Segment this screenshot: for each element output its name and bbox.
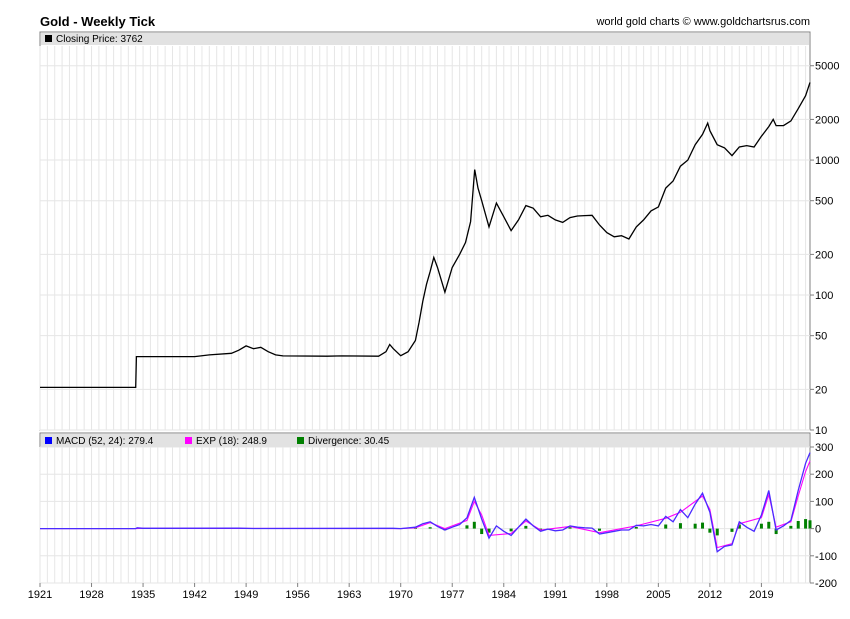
price-y-tick-label: 200 <box>815 249 833 261</box>
price-panel-frame <box>39 31 811 431</box>
macd-gridlines <box>39 446 810 584</box>
source-credit: world gold charts © www.goldchartsrus.co… <box>595 16 810 28</box>
divergence-bar <box>487 528 491 533</box>
price-gridlines <box>39 46 810 431</box>
price-panel: Closing Price: 3762 10 20 50 100 200 500 1000 2… <box>39 31 839 437</box>
price-y-tick-label: 100 <box>815 290 833 302</box>
divergence-bar <box>664 524 668 529</box>
divergence-bar <box>678 523 682 529</box>
exp-legend-label: EXP (18): 248.9 <box>196 436 267 447</box>
divergence-legend-swatch <box>297 437 304 444</box>
divergence-bar <box>808 520 812 529</box>
x-tick-label: 1970 <box>388 589 412 601</box>
x-tick-label: 1977 <box>440 589 464 601</box>
divergence-bar <box>480 528 484 535</box>
divergence-bar <box>804 519 808 529</box>
price-y-tick-label: 500 <box>815 196 833 208</box>
macd-line <box>40 452 811 553</box>
price-y-tick-label: 20 <box>815 384 827 396</box>
price-legend-label: Closing Price: 3762 <box>56 34 143 45</box>
macd-panel-frame <box>39 432 811 584</box>
divergence-bar <box>708 528 712 533</box>
divergence-bar <box>730 528 734 532</box>
price-y-tick-label: 5000 <box>815 61 839 73</box>
divergence-bar <box>568 527 572 529</box>
exp-line <box>40 460 811 549</box>
x-tick-label: 1935 <box>131 589 155 601</box>
divergence-bar <box>796 520 800 529</box>
divergence-bars <box>413 519 812 536</box>
divergence-legend-label: Divergence: 30.45 <box>308 436 390 447</box>
divergence-bar <box>759 523 763 529</box>
macd-panel: MACD (52, 24): 279.4 EXP (18): 248.9 Div… <box>39 432 837 590</box>
divergence-bar <box>701 522 705 529</box>
divergence-bar <box>597 528 601 531</box>
price-y-axis: 10 20 50 100 200 500 1000 2000 5000 <box>810 61 839 437</box>
divergence-bar <box>715 528 719 536</box>
x-tick-label: 1998 <box>595 589 619 601</box>
price-y-tick-label: 1000 <box>815 155 839 167</box>
x-tick-label: 2012 <box>698 589 722 601</box>
macd-y-tick-label: -100 <box>815 551 837 563</box>
x-axis: 1921 1928 1935 1942 1949 1956 1963 1970 1977 1984… <box>28 583 774 601</box>
divergence-bar <box>509 528 513 532</box>
macd-y-tick-label: 200 <box>815 469 833 481</box>
price-legend-swatch <box>45 35 52 42</box>
macd-y-tick-label: 300 <box>815 442 833 454</box>
divergence-bar <box>693 523 697 529</box>
price-y-tick-label: 2000 <box>815 114 839 126</box>
macd-legend-bar <box>41 434 809 447</box>
divergence-bar <box>472 521 476 529</box>
macd-y-tick-label: 0 <box>815 524 821 536</box>
closing-price-line <box>40 82 811 389</box>
x-tick-label: 1991 <box>543 589 567 601</box>
x-tick-label: 1942 <box>182 589 206 601</box>
x-tick-label: 2019 <box>749 589 773 601</box>
x-tick-label: 1963 <box>337 589 361 601</box>
macd-y-tick-label: 100 <box>815 496 833 508</box>
x-tick-label: 1928 <box>79 589 103 601</box>
divergence-bar <box>774 528 778 535</box>
price-y-tick-label: 10 <box>815 425 827 437</box>
divergence-bar <box>634 526 638 529</box>
divergence-bar <box>465 525 469 529</box>
chart-title: Gold - Weekly Tick <box>40 14 156 29</box>
macd-legend-label: MACD (52, 24): 279.4 <box>56 436 154 447</box>
macd-y-tick-label: -200 <box>815 578 837 590</box>
price-y-tick-label: 50 <box>815 331 827 343</box>
macd-legend-swatch <box>45 437 52 444</box>
x-tick-label: 1921 <box>28 589 52 601</box>
macd-y-axis: -200 -100 0 100 200 300 <box>810 442 837 590</box>
divergence-bar <box>789 525 793 529</box>
divergence-bar <box>737 524 741 529</box>
price-legend-bar <box>41 33 809 45</box>
x-tick-label: 1956 <box>285 589 309 601</box>
x-tick-label: 1949 <box>234 589 258 601</box>
divergence-bar <box>767 521 771 529</box>
divergence-bar <box>428 527 432 529</box>
x-tick-label: 1984 <box>492 589 516 601</box>
x-tick-label: 2005 <box>646 589 670 601</box>
divergence-bar <box>524 525 528 529</box>
exp-legend-swatch <box>185 437 192 444</box>
